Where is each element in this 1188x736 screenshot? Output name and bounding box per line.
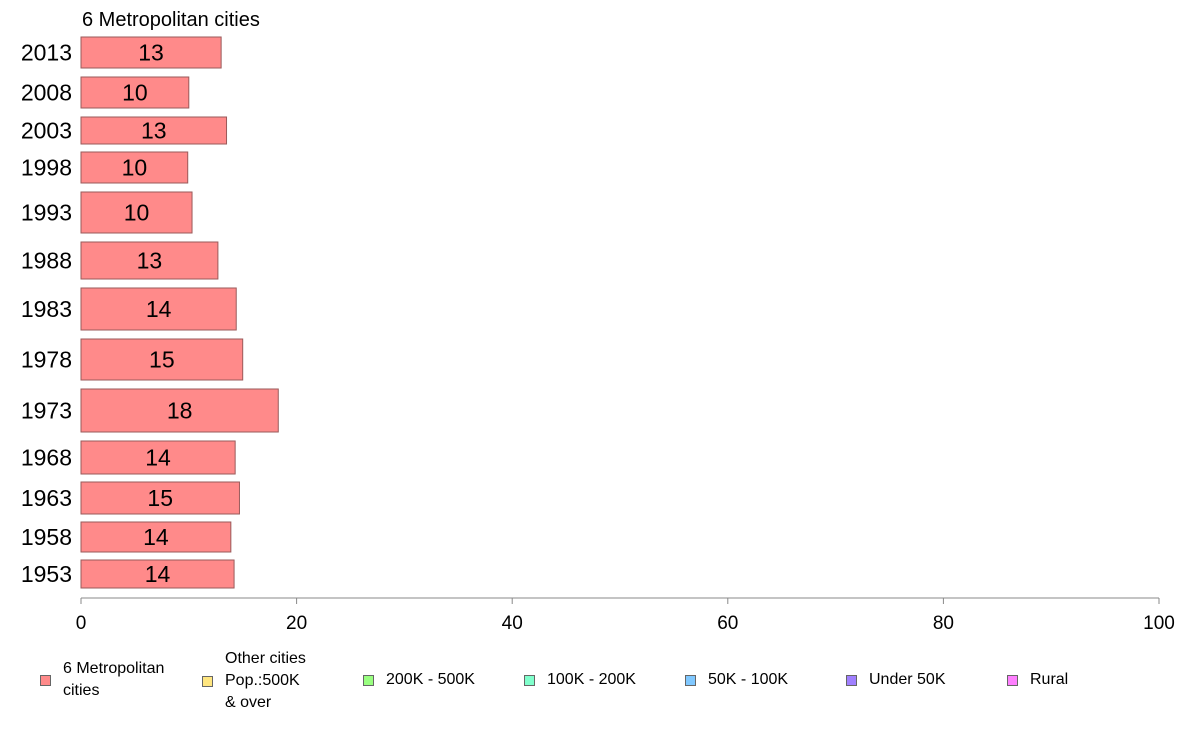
bar-1958: [80, 521, 232, 553]
legend-label-under-50k: Under 50K: [869, 671, 946, 688]
x-tick-label-60: 60: [717, 613, 738, 634]
category-label-1953: 1953: [21, 561, 72, 587]
legend-swatch-under-50k: [846, 674, 857, 686]
bar-chart: 6 Metropolitan cities 132013102008132003…: [21, 9, 1175, 634]
bar-1978: [80, 338, 244, 381]
legend-label-metropolitan: 6 Metropolitan cities: [63, 660, 165, 699]
x-tick-label-20: 20: [286, 613, 307, 634]
data-label-1973: 18: [167, 398, 193, 424]
category-label-2003: 2003: [21, 118, 72, 144]
data-label-2013: 13: [138, 40, 164, 66]
data-label-1978: 15: [149, 347, 175, 373]
category-label-1973: 1973: [21, 398, 72, 424]
legend-label-200k-500k: 200K - 500K: [386, 671, 475, 688]
data-label-1998: 10: [122, 155, 148, 181]
bar-1963: [80, 481, 240, 515]
chart-title: 6 Metropolitan cities: [82, 9, 260, 31]
data-label-1968: 14: [145, 445, 171, 471]
bar-1998: [80, 151, 189, 184]
legend-item-rural: Rural: [1007, 669, 1068, 691]
legend-label-other-cities: Other cities Pop.:500K & over: [225, 650, 306, 711]
legend-item-200k-500k: 200K - 500K: [363, 669, 475, 691]
x-tick-label-80: 80: [933, 613, 954, 634]
legend-item-metropolitan: 6 Metropolitan cities: [40, 658, 164, 702]
legend-item-50k-100k: 50K - 100K: [685, 669, 788, 691]
legend-label-rural: Rural: [1030, 671, 1069, 688]
data-label-1993: 10: [124, 200, 150, 226]
bar-1953: [80, 559, 235, 589]
category-label-1998: 1998: [21, 155, 72, 181]
data-label-1958: 14: [143, 524, 169, 550]
category-label-1978: 1978: [21, 347, 72, 373]
data-label-1953: 14: [145, 561, 171, 587]
legend-item-100k-200k: 100K - 200K: [524, 669, 636, 691]
data-label-1963: 15: [147, 485, 173, 511]
bar-1968: [80, 440, 236, 475]
category-label-2008: 2008: [21, 80, 72, 106]
bar-1973: [80, 388, 279, 433]
legend-swatch-other-cities: [202, 675, 213, 687]
data-label-2008: 10: [122, 80, 148, 106]
category-label-1968: 1968: [21, 445, 72, 471]
data-label-1988: 13: [137, 248, 163, 274]
legend-swatch-metropolitan: [40, 674, 51, 686]
legend-swatch-200k-500k: [363, 674, 374, 686]
bar-2008: [80, 76, 190, 109]
x-tick-label-40: 40: [502, 613, 523, 634]
bar-1988: [80, 241, 219, 280]
x-tick-label-100: 100: [1143, 613, 1175, 634]
bar-1993: [80, 191, 193, 234]
legend-item-other-cities: Other cities Pop.:500K & over: [202, 648, 306, 714]
bars-layer: 13 2013 10 2008 13 2003 10 1998 10 1993 13 1988 14 19…: [21, 36, 279, 589]
x-axis: 0 20 40 60 80 100: [76, 597, 1175, 634]
legend: 6 Metropolitan cities Other cities Pop.:…: [0, 648, 1188, 728]
bar-1983: [80, 287, 237, 331]
legend-item-under-50k: Under 50K: [846, 669, 946, 691]
category-label-1963: 1963: [21, 485, 72, 511]
category-label-1983: 1983: [21, 296, 72, 322]
category-label-1993: 1993: [21, 200, 72, 226]
data-label-2003: 13: [141, 118, 167, 144]
bar-2013: [80, 36, 222, 69]
legend-swatch-rural: [1007, 674, 1018, 686]
category-label-2013: 2013: [21, 40, 72, 66]
x-tick-label-0: 0: [76, 613, 87, 634]
legend-swatch-50k-100k: [685, 674, 696, 686]
category-label-1988: 1988: [21, 248, 72, 274]
legend-swatch-100k-200k: [524, 674, 535, 686]
bar-2003: [80, 116, 228, 145]
category-label-1958: 1958: [21, 524, 72, 550]
data-label-1983: 14: [146, 296, 172, 322]
legend-label-100k-200k: 100K - 200K: [547, 671, 636, 688]
legend-label-50k-100k: 50K - 100K: [708, 671, 789, 688]
